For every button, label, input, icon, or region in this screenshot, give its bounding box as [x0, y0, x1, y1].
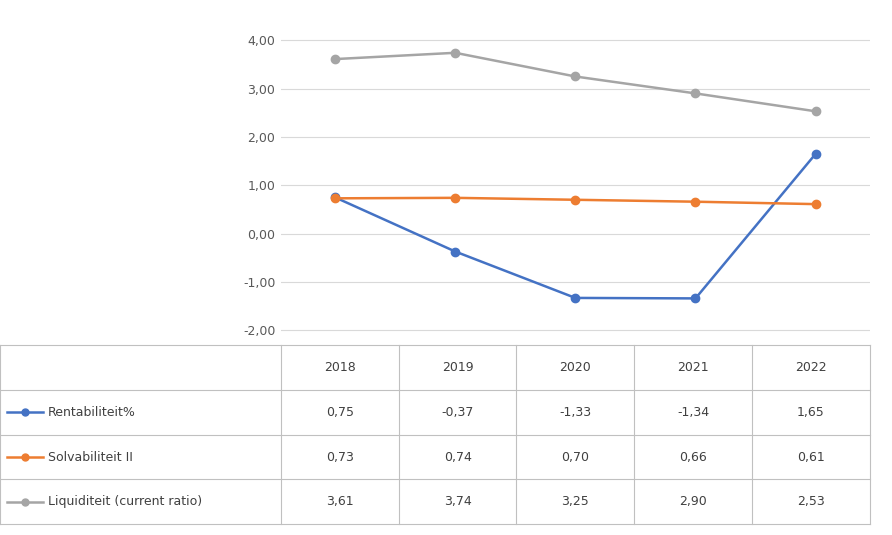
- Text: -0,37: -0,37: [442, 406, 474, 419]
- Text: Rentabiliteit%: Rentabiliteit%: [48, 406, 136, 419]
- Text: 3,74: 3,74: [443, 495, 472, 508]
- Text: 0,74: 0,74: [443, 450, 472, 464]
- Text: 0,70: 0,70: [561, 450, 590, 464]
- Text: 0,75: 0,75: [326, 406, 354, 419]
- Text: -1,34: -1,34: [677, 406, 709, 419]
- Text: Liquiditeit (current ratio): Liquiditeit (current ratio): [48, 495, 202, 508]
- Text: 2018: 2018: [324, 361, 356, 374]
- Text: 2,90: 2,90: [679, 495, 707, 508]
- Text: 3,25: 3,25: [561, 495, 590, 508]
- Text: 1,65: 1,65: [797, 406, 825, 419]
- Text: 2019: 2019: [442, 361, 474, 374]
- Text: 0,66: 0,66: [679, 450, 707, 464]
- Text: 2020: 2020: [559, 361, 591, 374]
- Text: 3,61: 3,61: [326, 495, 353, 508]
- Text: Solvabiliteit II: Solvabiliteit II: [48, 450, 133, 464]
- Text: 0,61: 0,61: [797, 450, 825, 464]
- Text: 2022: 2022: [795, 361, 827, 374]
- Text: 0,73: 0,73: [326, 450, 354, 464]
- Text: -1,33: -1,33: [559, 406, 591, 419]
- Text: 2021: 2021: [677, 361, 709, 374]
- Text: 2,53: 2,53: [797, 495, 825, 508]
